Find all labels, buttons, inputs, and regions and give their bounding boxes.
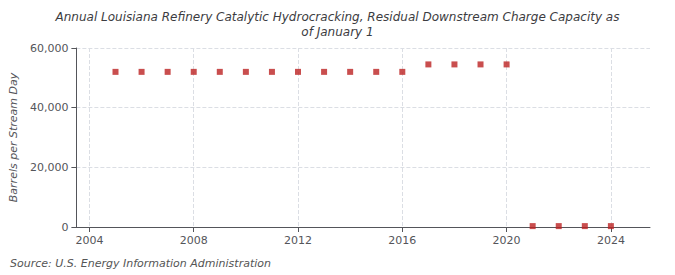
svg-text:60,000: 60,000: [30, 42, 69, 55]
svg-text:2024: 2024: [597, 234, 625, 247]
svg-text:of January 1: of January 1: [301, 25, 373, 39]
svg-text:20,000: 20,000: [30, 161, 69, 174]
svg-text:2020: 2020: [493, 234, 521, 247]
svg-text:Source: U.S. Energy Informatio: Source: U.S. Energy Information Administ…: [10, 257, 271, 270]
svg-text:2012: 2012: [284, 234, 312, 247]
svg-text:2008: 2008: [180, 234, 208, 247]
svg-text:0: 0: [61, 221, 68, 234]
svg-text:2016: 2016: [388, 234, 416, 247]
svg-text:2004: 2004: [75, 234, 103, 247]
svg-text:Barrels per Stream Day: Barrels per Stream Day: [7, 72, 20, 202]
svg-text:Annual Louisiana Refinery Cata: Annual Louisiana Refinery Catalytic Hydr…: [55, 10, 620, 24]
svg-text:40,000: 40,000: [30, 101, 69, 114]
